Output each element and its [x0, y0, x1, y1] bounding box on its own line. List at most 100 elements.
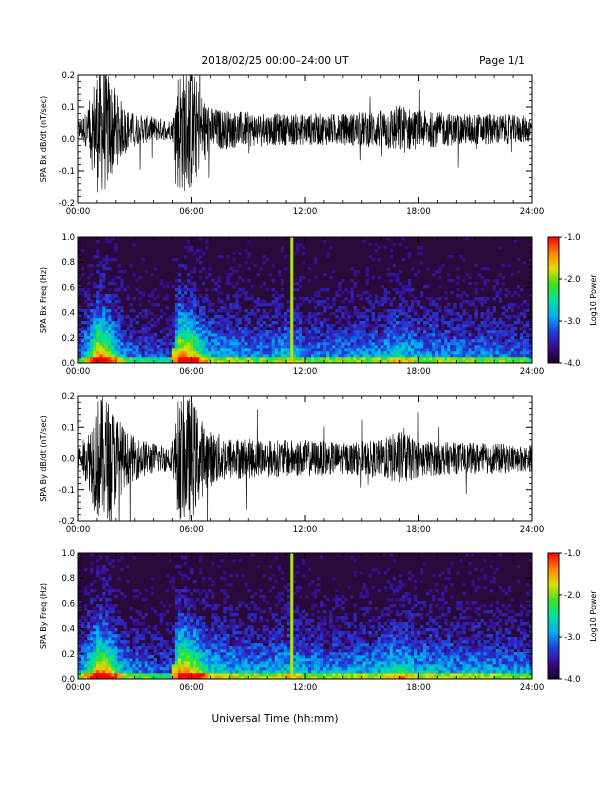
spectrogram-cell: [120, 348, 124, 352]
spectrogram-cell: [226, 676, 230, 680]
spectrogram-cell: [332, 330, 336, 334]
spectrogram-cell: [220, 306, 224, 310]
spectrogram-cell: [208, 333, 212, 337]
spectrogram-cell: [229, 273, 233, 277]
spectrogram-cell: [108, 288, 112, 292]
spectrogram-cell: [138, 357, 142, 361]
spectrogram-cell: [108, 315, 112, 319]
spectrogram-cell: [78, 315, 82, 319]
spectrogram-cell: [199, 676, 203, 680]
spectrogram-cell: [99, 622, 103, 626]
spectrogram-cell: [153, 661, 157, 665]
spectrogram-cell: [180, 595, 185, 599]
spectrogram-cell: [438, 297, 442, 301]
spectrogram-cell: [229, 610, 233, 614]
spectrogram-cell: [314, 339, 318, 343]
spectrogram-cell: [326, 297, 330, 301]
colorbar-tick-label: -1.0: [564, 233, 581, 243]
spectrogram-cell: [265, 667, 269, 671]
spectrogram-cell: [189, 288, 194, 292]
spectrogram-cell: [129, 336, 133, 340]
spectrogram-cell: [165, 610, 170, 614]
spectrogram-cell: [141, 291, 145, 295]
spectrogram-cell: [168, 631, 173, 635]
spectrogram-cell: [501, 321, 506, 325]
spectrogram-cell: [471, 300, 475, 304]
spectrogram-cell: [314, 327, 318, 331]
spectrogram-cell: [189, 300, 194, 304]
spectrogram-cell: [111, 649, 115, 653]
spectrogram-cell: [99, 351, 103, 355]
colorbar-label: Log10 Power: [589, 274, 598, 326]
spectrogram-cell: [492, 330, 496, 334]
spectrogram-cell: [292, 351, 297, 355]
spectrogram-cell: [507, 333, 512, 337]
spectrogram-cell: [99, 631, 103, 635]
spectrogram-cell: [129, 360, 133, 364]
spectrogram-cell: [180, 360, 185, 364]
spectrogram-cell: [444, 336, 448, 340]
spectrogram-cell: [217, 309, 221, 313]
spectrogram-cell: [250, 357, 254, 361]
spectrogram-cell: [308, 348, 312, 352]
spectrogram-cell: [410, 333, 415, 337]
spectrogram-cell: [495, 333, 500, 337]
spectrogram-cell: [114, 631, 118, 635]
spectrogram-cell: [114, 652, 118, 656]
spectrogram-cell: [162, 649, 167, 653]
spectrogram-cell: [507, 330, 512, 334]
spectrogram-cell: [141, 643, 145, 647]
spectrogram-cell: [404, 315, 409, 319]
spectrogram-cell: [111, 667, 115, 671]
spectrogram-cell: [99, 613, 103, 617]
spectrogram-cell: [444, 342, 448, 346]
spectrogram-cell: [99, 300, 103, 304]
spectrogram-cell: [401, 348, 406, 352]
spectrogram-cell: [174, 643, 179, 647]
spectrogram-cell: [229, 315, 233, 319]
spectrogram-cell: [193, 637, 197, 641]
spectrogram-cell: [193, 345, 197, 349]
spectrogram-cell: [189, 270, 194, 274]
spectrogram-cell: [129, 330, 133, 334]
spectrogram-cell: [196, 673, 200, 677]
spectrogram-cell: [217, 565, 221, 569]
spectrogram-cell: [171, 357, 176, 361]
spectrogram-cell: [129, 321, 133, 325]
spectrogram-cell: [144, 589, 148, 593]
spectrogram-cell: [286, 583, 291, 587]
spectrogram-cell: [525, 357, 530, 361]
spectrogram-cell: [298, 333, 303, 337]
spectrogram-cell: [271, 324, 276, 328]
spectrogram-cell: [93, 625, 97, 629]
spectrogram-cell: [90, 568, 94, 572]
spectrogram-cell: [271, 676, 276, 680]
spectrogram-cell: [435, 345, 439, 349]
spectrogram-cell: [177, 610, 182, 614]
colorbar-segment: [548, 279, 559, 282]
spectrogram-cell: [183, 625, 188, 629]
spectrogram-cell: [423, 330, 427, 334]
spectrogram-cell: [483, 297, 487, 301]
spectrogram-cell: [462, 339, 466, 343]
spectrogram-cell: [444, 345, 448, 349]
spectrogram-cell: [102, 676, 106, 680]
spectrogram-cell: [416, 339, 421, 343]
spectrogram-cell: [525, 360, 530, 364]
spectrogram-cell: [368, 351, 372, 355]
spectrogram-cell: [196, 339, 200, 343]
spectrogram-cell: [129, 264, 133, 268]
spectrogram-cell: [377, 333, 381, 337]
spectrogram-cell: [111, 330, 115, 334]
spectrogram-cell: [208, 643, 212, 647]
spectrogram-cell: [84, 360, 88, 364]
spectrogram-cell: [183, 267, 188, 271]
spectrogram-cell: [374, 339, 378, 343]
spectrogram-cell: [271, 303, 276, 307]
spectrogram-cell: [250, 664, 254, 668]
spectrogram-cell: [193, 646, 197, 650]
spectrogram-cell: [159, 282, 164, 286]
spectrogram-cell: [114, 619, 118, 623]
spectrogram-cell: [153, 288, 157, 292]
spectrogram-cell: [126, 667, 130, 671]
